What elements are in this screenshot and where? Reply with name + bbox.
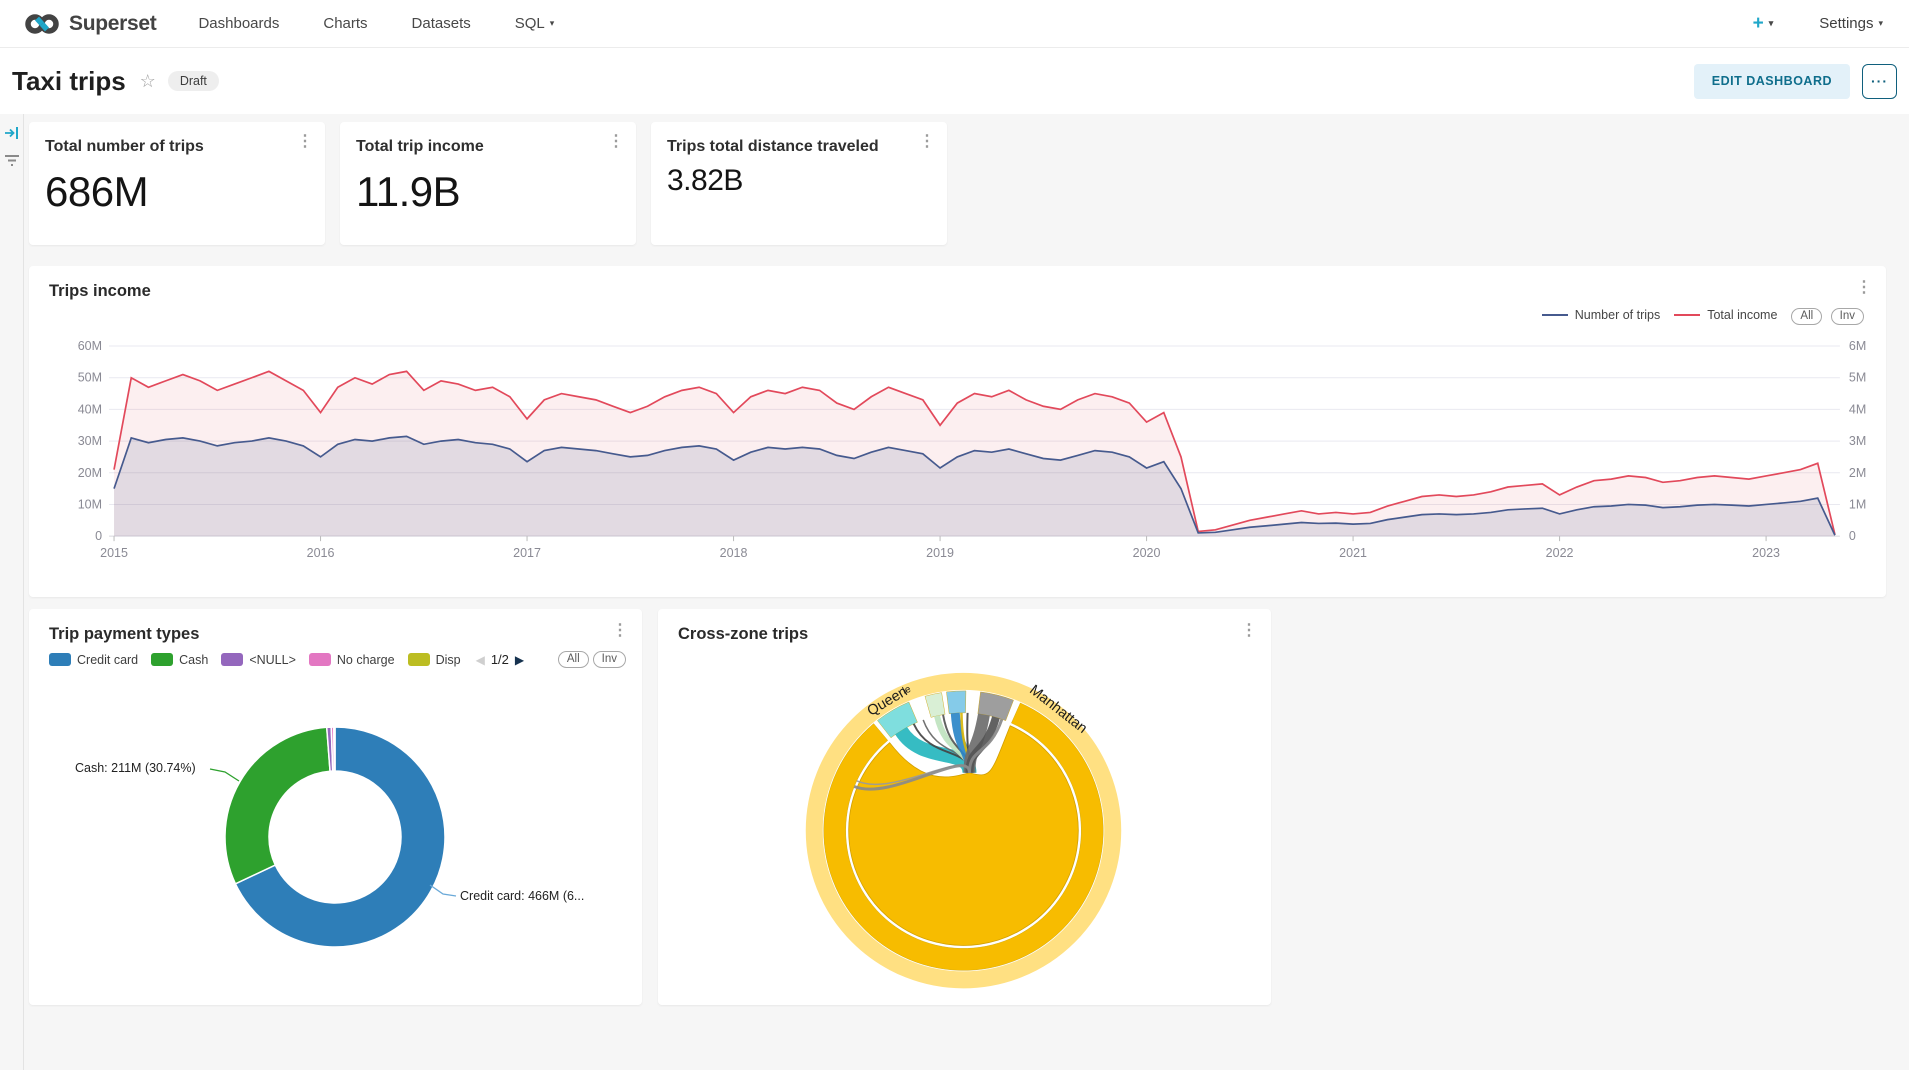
payment-types-donut-chart[interactable]	[29, 609, 642, 1005]
legend-color-swatch	[308, 653, 331, 666]
nav-item-dashboards[interactable]: Dashboards	[198, 15, 280, 32]
svg-text:2018: 2018	[720, 546, 748, 560]
legend-item-credit-card[interactable]: Credit card	[49, 653, 138, 667]
trips-income-line-chart[interactable]: 0 0 10M 1M 20M 2M 30M 3M 40M 4M 50M 5M 60M 6M 2015 2016…	[29, 266, 1886, 597]
svg-text:2019: 2019	[926, 546, 954, 560]
legend-color-swatch	[49, 653, 71, 666]
pie-label-credit-card: Credit card: 466M (6...	[460, 889, 585, 903]
legend-pager: ◀ 1/2 ▶	[476, 652, 525, 667]
svg-text:0: 0	[1849, 529, 1856, 543]
card-title: Total trip income	[356, 138, 484, 155]
trip-payment-types-panel: Trip payment types ⋮ Credit card Cash <NUL…	[29, 609, 642, 1005]
legend-line-swatch	[1674, 314, 1701, 316]
big-number-value: 11.9B	[356, 167, 461, 215]
legend-item-cash[interactable]: Cash	[151, 653, 208, 667]
legend-inverse-button[interactable]: Inv	[592, 651, 626, 668]
card-trip-income: Total trip income ⋮ 11.9B	[340, 122, 636, 245]
pie-label-cash: Cash: 211M (30.74%)	[75, 761, 196, 775]
card-total-distance: Trips total distance traveled ⋮ 3.82B	[651, 122, 947, 245]
svg-text:0: 0	[95, 529, 102, 543]
kebab-menu-icon[interactable]: ⋮	[1241, 622, 1257, 639]
svg-text:le: le	[901, 684, 913, 697]
chart-title: Trip payment types	[49, 625, 200, 643]
legend-color-swatch	[151, 653, 174, 666]
big-number-cards-row: Total number of trips ⋮ 686M Total trip …	[29, 122, 1886, 245]
svg-text:3M: 3M	[1849, 434, 1866, 448]
svg-text:40M: 40M	[78, 402, 102, 416]
nav-item-datasets[interactable]: Datasets	[411, 15, 471, 32]
chart-title: Trips income	[49, 282, 151, 300]
legend-line-swatch	[1541, 314, 1568, 316]
legend-color-swatch	[407, 653, 430, 666]
chart-title: Cross-zone trips	[678, 625, 809, 643]
dashboard-header: Taxi trips ☆ Draft EDIT DASHBOARD ···	[0, 48, 1909, 114]
svg-text:30M: 30M	[78, 434, 102, 448]
superset-logo[interactable]: Superset	[24, 11, 157, 36]
card-title: Trips total distance traveled	[667, 138, 879, 155]
chevron-down-icon: ▾	[549, 18, 555, 28]
svg-text:2017: 2017	[513, 546, 541, 560]
svg-text:10M: 10M	[78, 497, 102, 511]
line-chart-legend: Number of trips Total income All Inv	[1541, 306, 1864, 325]
settings-menu[interactable]: Settings ▾	[1819, 15, 1883, 32]
filter-bar-collapsed	[0, 114, 24, 1070]
cross-zone-trips-panel: Cross-zone trips ⋮ Queen le Manhattan	[658, 609, 1271, 1005]
legend-item-no-charge[interactable]: No charge	[308, 653, 395, 667]
status-badge: Draft	[167, 71, 219, 91]
legend-inverse-button[interactable]: Inv	[1830, 308, 1864, 325]
kebab-menu-icon[interactable]: ⋮	[919, 133, 935, 150]
expand-filter-bar-icon[interactable]	[4, 126, 19, 140]
trips-income-panel: Trips income ⋮ Number of trips Total inc…	[29, 266, 1886, 597]
card-title: Total number of trips	[45, 138, 204, 155]
chevron-down-icon: ▾	[1768, 18, 1774, 28]
legend-item--null-[interactable]: <NULL>	[221, 653, 296, 667]
svg-text:50M: 50M	[78, 371, 102, 385]
svg-text:1M: 1M	[1849, 497, 1866, 511]
legend-color-swatch	[221, 653, 244, 666]
legend-all-button[interactable]: All	[557, 651, 589, 668]
svg-text:4M: 4M	[1849, 402, 1866, 416]
svg-text:60M: 60M	[78, 339, 102, 353]
svg-text:2023: 2023	[1752, 546, 1780, 560]
kebab-menu-icon[interactable]: ⋮	[612, 622, 628, 639]
pager-next-icon[interactable]: ▶	[514, 652, 525, 667]
edit-dashboard-button[interactable]: EDIT DASHBOARD	[1693, 63, 1850, 99]
nav-item-sql[interactable]: SQL ▾	[514, 15, 555, 32]
svg-text:6M: 6M	[1849, 339, 1866, 353]
pager-label: 1/2	[490, 652, 509, 667]
svg-text:2016: 2016	[307, 546, 335, 560]
legend-item-number-of-trips[interactable]: Number of trips	[1541, 308, 1660, 322]
legend-item-disp[interactable]: Disp	[407, 653, 461, 667]
big-number-value: 686M	[45, 167, 149, 215]
pie-chart-legend: Credit card Cash <NULL> No charge Disp ◀ 1/2…	[49, 651, 626, 668]
filter-list-icon[interactable]	[4, 154, 19, 167]
legend-all-button[interactable]: All	[1791, 308, 1823, 325]
infinity-logo-icon	[25, 13, 59, 34]
svg-text:5M: 5M	[1849, 371, 1866, 385]
nav-item-charts[interactable]: Charts	[323, 15, 368, 32]
big-number-value: 3.82B	[667, 163, 743, 197]
pager-prev-icon[interactable]: ◀	[475, 652, 485, 667]
svg-text:2015: 2015	[100, 546, 128, 560]
kebab-menu-icon[interactable]: ⋮	[297, 133, 313, 150]
svg-text:2M: 2M	[1849, 466, 1866, 480]
brand-name: Superset	[69, 11, 157, 35]
svg-text:2020: 2020	[1133, 546, 1161, 560]
svg-text:20M: 20M	[78, 466, 102, 480]
svg-text:2021: 2021	[1339, 546, 1367, 560]
favorite-star-icon[interactable]: ☆	[139, 70, 156, 91]
new-item-button[interactable]: + ▾	[1752, 12, 1774, 34]
top-navbar: Superset Dashboards Charts Datasets SQL …	[0, 0, 1909, 48]
kebab-menu-icon[interactable]: ⋮	[608, 133, 624, 150]
more-options-button[interactable]: ···	[1862, 63, 1897, 99]
svg-text:2022: 2022	[1546, 546, 1574, 560]
card-total-trips: Total number of trips ⋮ 686M	[29, 122, 325, 245]
kebab-menu-icon[interactable]: ⋮	[1856, 279, 1872, 296]
chevron-down-icon: ▾	[1878, 18, 1883, 28]
page-title: Taxi trips	[12, 65, 126, 96]
legend-item-total-income[interactable]: Total income	[1674, 308, 1777, 322]
